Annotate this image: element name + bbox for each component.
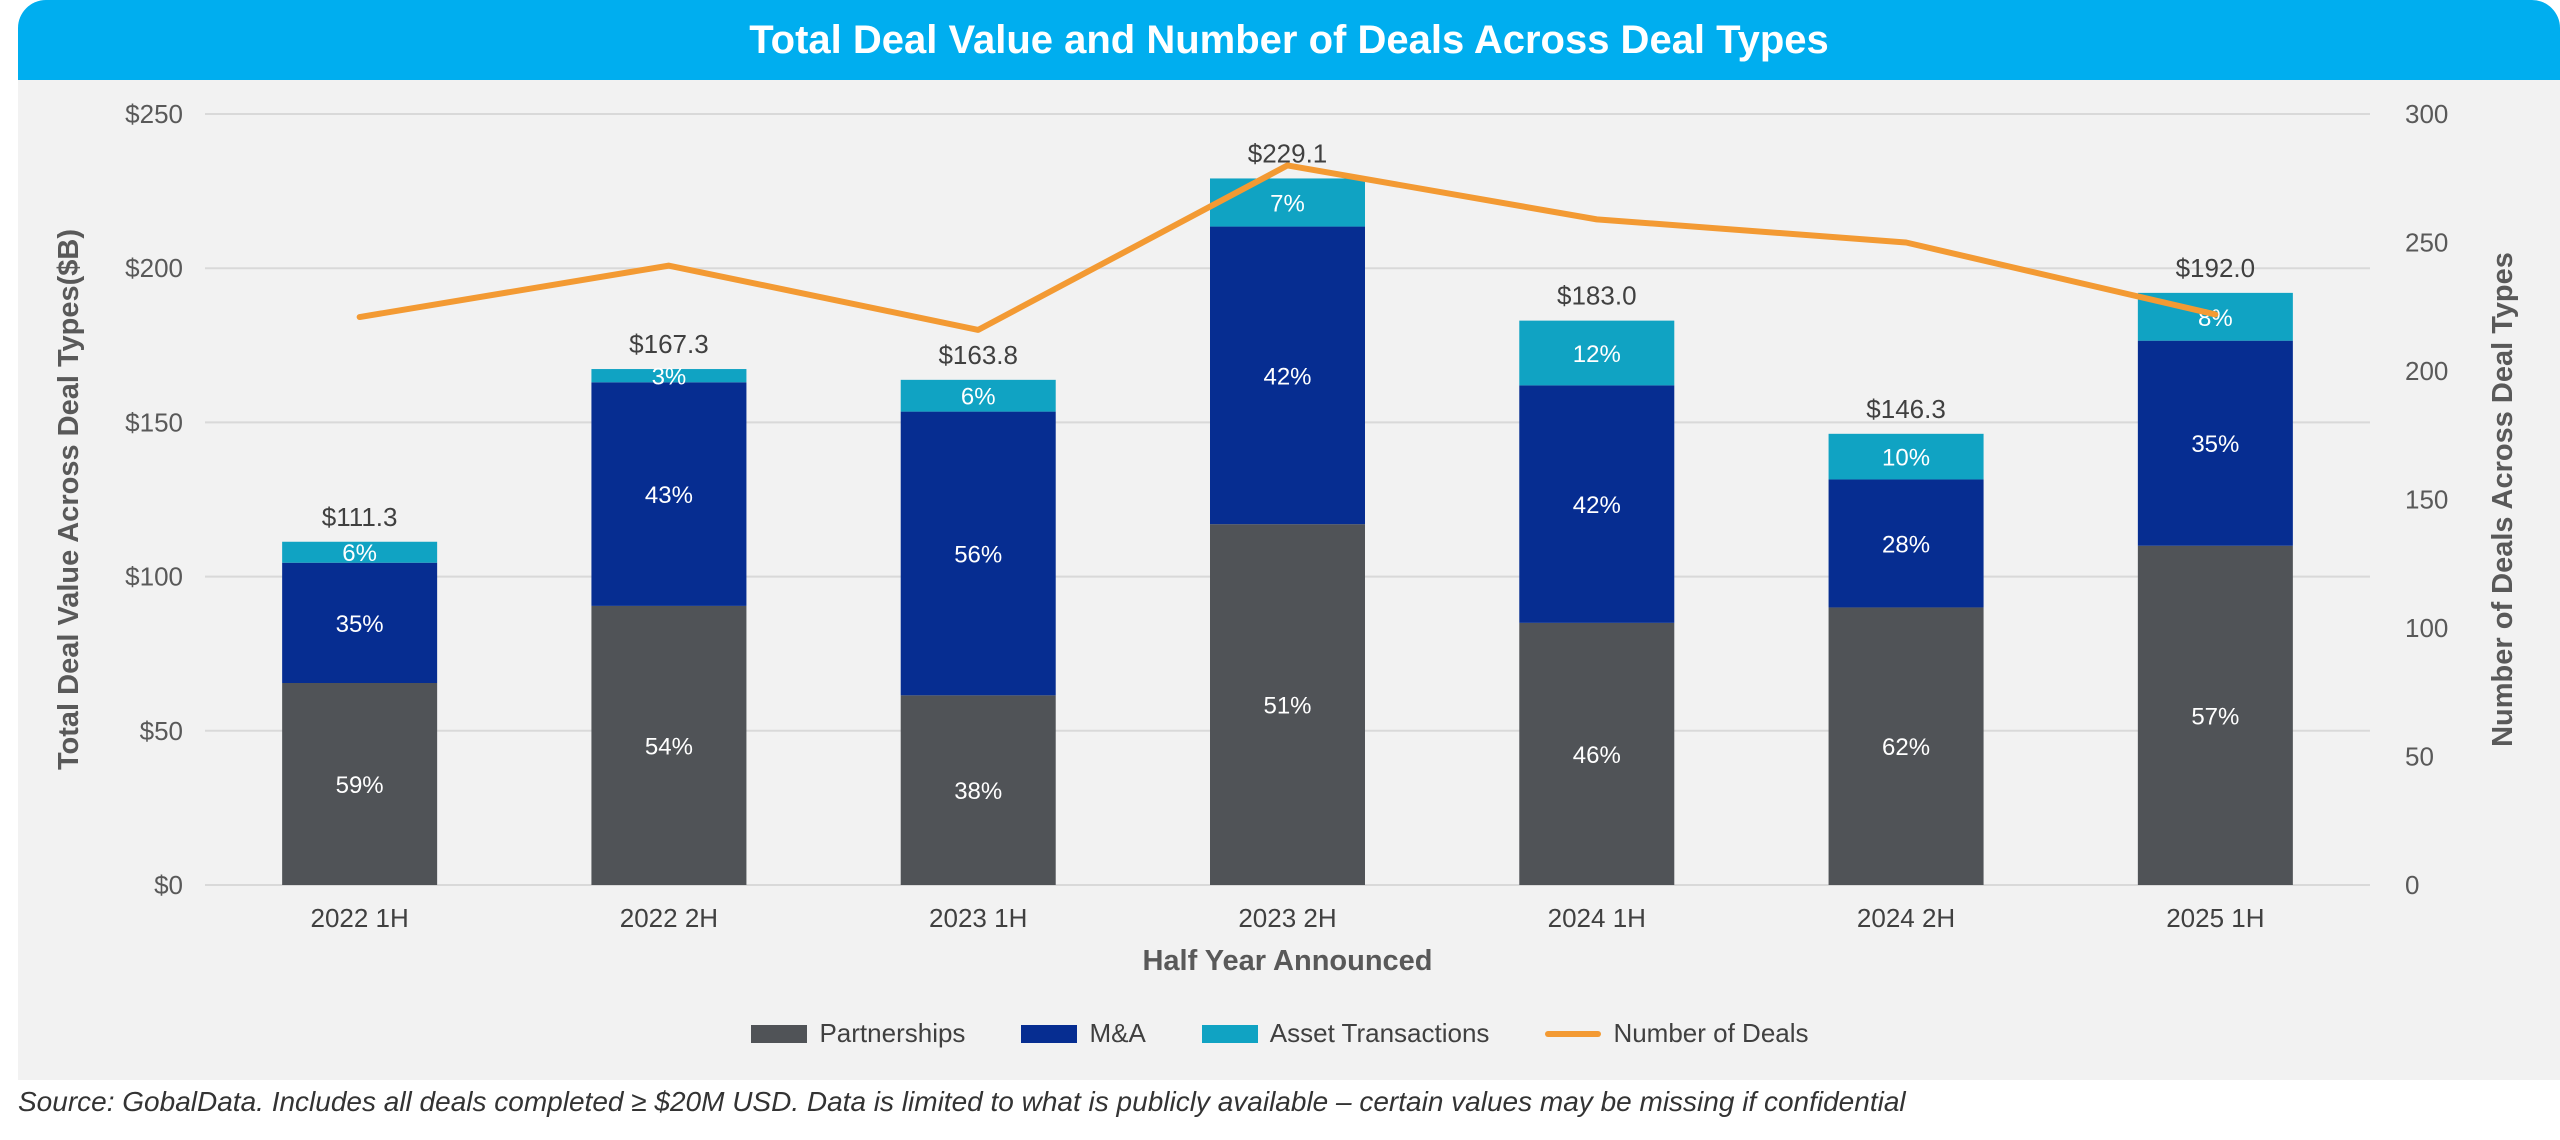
y-tick-label: $0	[154, 870, 183, 900]
x-tick-label: 2024 1H	[1548, 903, 1646, 933]
y2-tick-label: 150	[2405, 485, 2448, 515]
y-tick-label: $250	[125, 99, 183, 129]
bar-segment-partnerships	[1828, 607, 1984, 885]
bar-segment-m-a	[900, 411, 1056, 696]
legend-swatch-mna	[1021, 1024, 1078, 1043]
bar-data-label: 43%	[645, 482, 693, 509]
bar-segment-m-a	[1210, 226, 1365, 525]
bar-total-label: $146.3	[1866, 394, 1946, 424]
bar-segment-asset-transactions	[282, 541, 438, 563]
legend-label-mna: M&A	[1089, 1018, 1146, 1048]
bar-data-label: 3%	[652, 364, 687, 391]
bar-data-label: 54%	[645, 733, 693, 760]
bar-segment-m-a	[1519, 385, 1675, 623]
y2-tick-label: 50	[2405, 742, 2434, 772]
bar-segment-m-a	[591, 382, 747, 606]
legend-item-partnerships: Partnerships	[751, 1018, 965, 1049]
chart-title: Total Deal Value and Number of Deals Acr…	[749, 17, 1829, 62]
bar-data-label: 35%	[336, 611, 384, 638]
legend-swatch-number-of-deals	[1545, 1030, 1602, 1037]
bar-segment-m-a	[2137, 340, 2293, 546]
bar-segment-asset-transactions	[1519, 320, 1675, 386]
legend-swatch-asset-transactions	[1201, 1024, 1258, 1043]
legend-item-number-of-deals: Number of Deals	[1545, 1018, 1809, 1049]
bar-data-label: 28%	[1882, 531, 1930, 558]
y2-tick-label: 300	[2405, 99, 2448, 129]
x-tick-label: 2022 1H	[310, 903, 408, 933]
bar-data-label: 62%	[1882, 734, 1930, 761]
bar-total-label: $167.3	[629, 329, 709, 359]
bar-data-label: 56%	[954, 541, 1002, 568]
bar-segment-partnerships	[591, 605, 747, 885]
y-axis-title: Total Deal Value Across Deal Types($B)	[53, 229, 85, 770]
bar-data-label: 6%	[961, 384, 996, 411]
y-tick-label: $200	[125, 253, 183, 283]
bar-data-label: 12%	[1573, 341, 1621, 368]
chart-legend: Partnerships M&A Asset Transactions Numb…	[0, 1018, 2560, 1049]
bar-data-label: 10%	[1882, 445, 1930, 472]
number-of-deals-line	[356, 162, 2219, 333]
legend-item-mna: M&A	[1021, 1018, 1146, 1049]
y2-tick-label: 0	[2405, 870, 2419, 900]
bar-data-label: 38%	[954, 778, 1002, 805]
legend-label-number-of-deals: Number of Deals	[1613, 1018, 1809, 1048]
bar-data-label: 51%	[1263, 693, 1311, 720]
bar-segment-m-a	[282, 562, 438, 683]
bar-data-label: 7%	[1270, 191, 1305, 218]
bar-data-label: 6%	[342, 540, 377, 567]
y-tick-label: $150	[125, 407, 183, 437]
legend-item-asset-transactions: Asset Transactions	[1201, 1018, 1490, 1049]
x-tick-label: 2023 1H	[929, 903, 1027, 933]
bar-segment-m-a	[1828, 479, 1984, 608]
source-note: Source: GobalData. Includes all deals co…	[18, 1086, 1906, 1117]
bar-segment-asset-transactions	[591, 369, 747, 383]
x-axis-title: Half Year Announced	[1142, 945, 1432, 977]
bar-segment-asset-transactions	[900, 379, 1056, 412]
bar-data-label: 46%	[1573, 742, 1621, 769]
bar-total-label: $183.0	[1557, 281, 1637, 311]
legend-label-partnerships: Partnerships	[819, 1018, 966, 1048]
legend-label-asset-transactions: Asset Transactions	[1269, 1018, 1490, 1048]
y2-tick-label: 250	[2405, 228, 2448, 258]
chart-title-bar: Total Deal Value and Number of Deals Acr…	[18, 0, 2560, 80]
bar-segment-partnerships	[1210, 524, 1365, 885]
x-tick-label: 2024 2H	[1857, 903, 1955, 933]
x-tick-label: 2022 2H	[620, 903, 718, 933]
bar-total-label: $192.0	[2176, 253, 2256, 283]
y2-tick-label: 100	[2405, 613, 2448, 643]
bar-segment-partnerships	[2137, 545, 2293, 885]
y-tick-label: $100	[125, 562, 183, 592]
bar-segment-partnerships	[900, 695, 1056, 885]
x-tick-label: 2025 1H	[2166, 903, 2264, 933]
x-tick-label: 2023 2H	[1238, 903, 1336, 933]
bar-data-label: 35%	[2191, 431, 2239, 458]
bar-segment-asset-transactions	[1210, 178, 1365, 227]
bar-data-label: 59%	[336, 772, 384, 799]
y-tick-label: $50	[140, 716, 183, 746]
y2-axis-title: Number of Deals Across Deal Types	[2487, 252, 2519, 747]
legend-swatch-partnerships	[751, 1024, 808, 1043]
y2-tick-label: 200	[2405, 356, 2448, 386]
bar-total-label: $111.3	[322, 502, 398, 532]
bar-data-label: 42%	[1263, 363, 1311, 390]
bar-segment-partnerships	[1519, 622, 1675, 885]
bar-segment-partnerships	[282, 682, 438, 885]
bar-data-label: 57%	[2191, 703, 2239, 730]
bar-segment-asset-transactions	[1828, 433, 1984, 480]
bar-total-label: $163.8	[938, 340, 1018, 370]
bar-data-label: 42%	[1573, 492, 1621, 519]
